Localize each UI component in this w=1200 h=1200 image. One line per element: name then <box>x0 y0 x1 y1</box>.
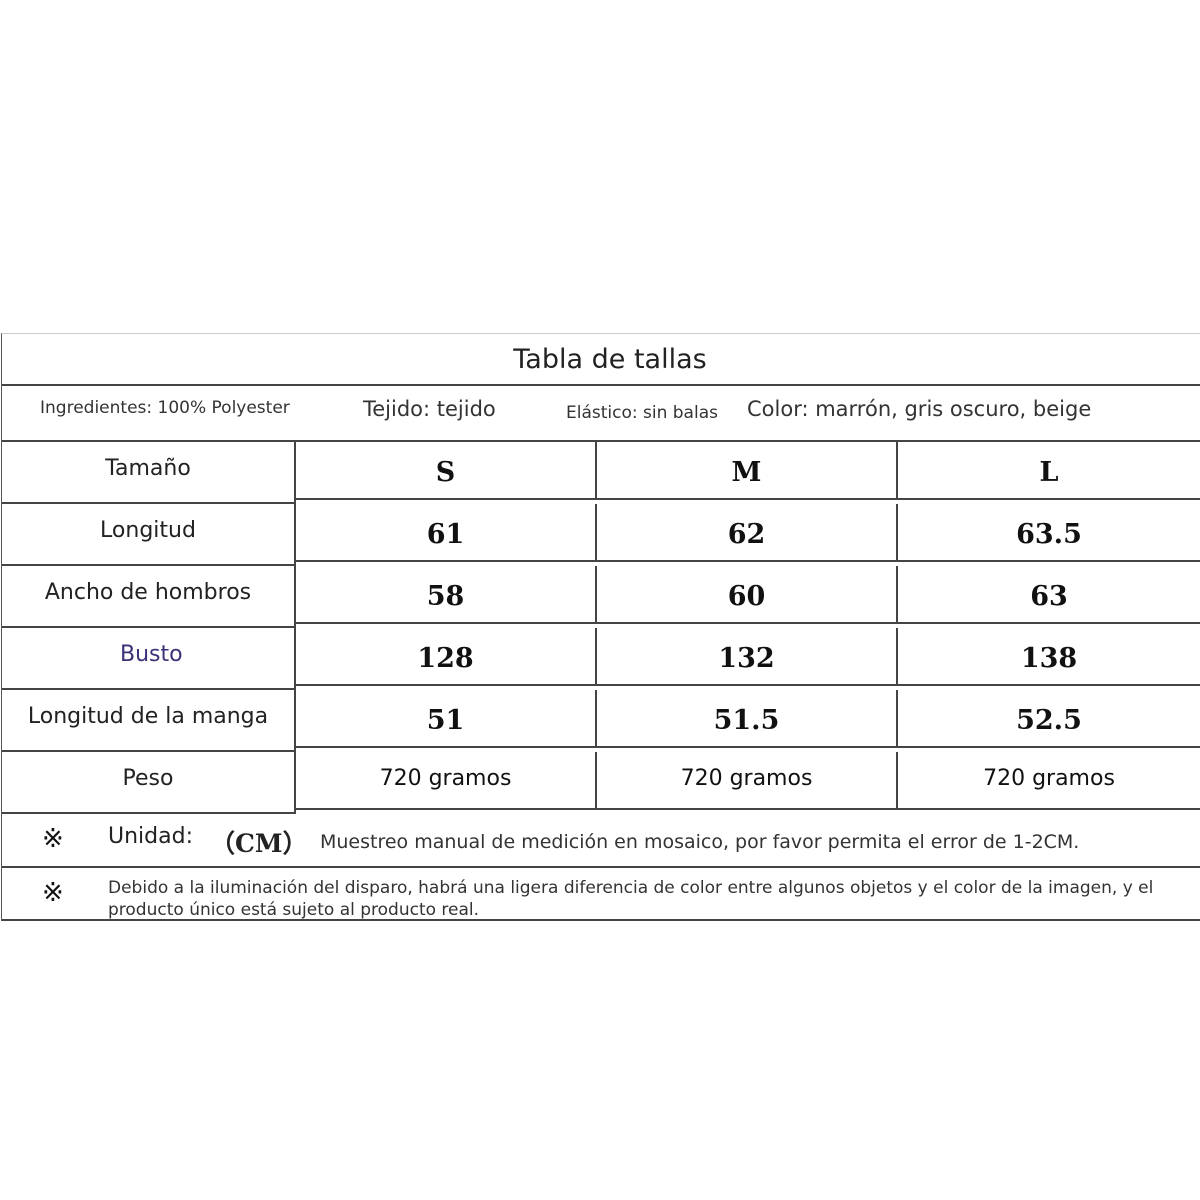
table-cell: 51.5 <box>597 690 898 748</box>
unit-label: Unidad: <box>108 824 193 849</box>
color-note-row: ※ Debido a la iluminación del disparo, h… <box>2 868 1200 921</box>
product-info-row: Ingredientes: 100% Polyester Tejido: tej… <box>2 386 1200 442</box>
color-info: Color: marrón, gris oscuro, beige <box>747 397 1092 421</box>
fabric-info: Tejido: tejido <box>363 397 496 421</box>
unit-note-row: ※ Unidad: （CM） Muestreo manual de medici… <box>2 814 1200 868</box>
color-disclaimer: Debido a la iluminación del disparo, hab… <box>108 878 1154 920</box>
row-label-longitud-manga: Longitud de la manga <box>2 690 296 752</box>
chart-title: Tabla de tallas <box>2 334 1200 386</box>
row-label-busto: Busto <box>2 628 296 690</box>
measurement-note: Muestreo manual de medición en mosaico, … <box>320 831 1080 853</box>
reference-mark-icon: ※ <box>42 878 64 908</box>
size-header-s: S <box>296 442 597 500</box>
header-label: Tamaño <box>2 442 296 504</box>
size-header-m: M <box>597 442 898 500</box>
table-cell: 61 <box>296 504 597 562</box>
size-chart: Tabla de tallas Ingredientes: 100% Polye… <box>1 333 1200 921</box>
table-cell: 720 gramos <box>296 752 597 810</box>
size-header-l: L <box>898 442 1200 500</box>
table-cell: 63 <box>898 566 1200 624</box>
table-cell: 138 <box>898 628 1200 686</box>
reference-mark-icon: ※ <box>42 824 64 854</box>
table-cell: 62 <box>597 504 898 562</box>
unit-value: （CM） <box>210 829 308 858</box>
row-label-ancho-hombros: Ancho de hombros <box>2 566 296 628</box>
row-label-longitud: Longitud <box>2 504 296 566</box>
table-cell: 52.5 <box>898 690 1200 748</box>
ingredients-info: Ingredientes: 100% Polyester <box>40 398 290 418</box>
size-table: Tamaño S M L Longitud 61 62 63.5 Ancho d… <box>2 442 1200 814</box>
table-cell: 720 gramos <box>898 752 1200 810</box>
table-cell: 51 <box>296 690 597 748</box>
row-label-peso: Peso <box>2 752 296 814</box>
table-cell: 58 <box>296 566 597 624</box>
table-cell: 63.5 <box>898 504 1200 562</box>
table-cell: 720 gramos <box>597 752 898 810</box>
table-cell: 128 <box>296 628 597 686</box>
table-cell: 60 <box>597 566 898 624</box>
table-cell: 132 <box>597 628 898 686</box>
elastic-info: Elástico: sin balas <box>566 403 718 423</box>
